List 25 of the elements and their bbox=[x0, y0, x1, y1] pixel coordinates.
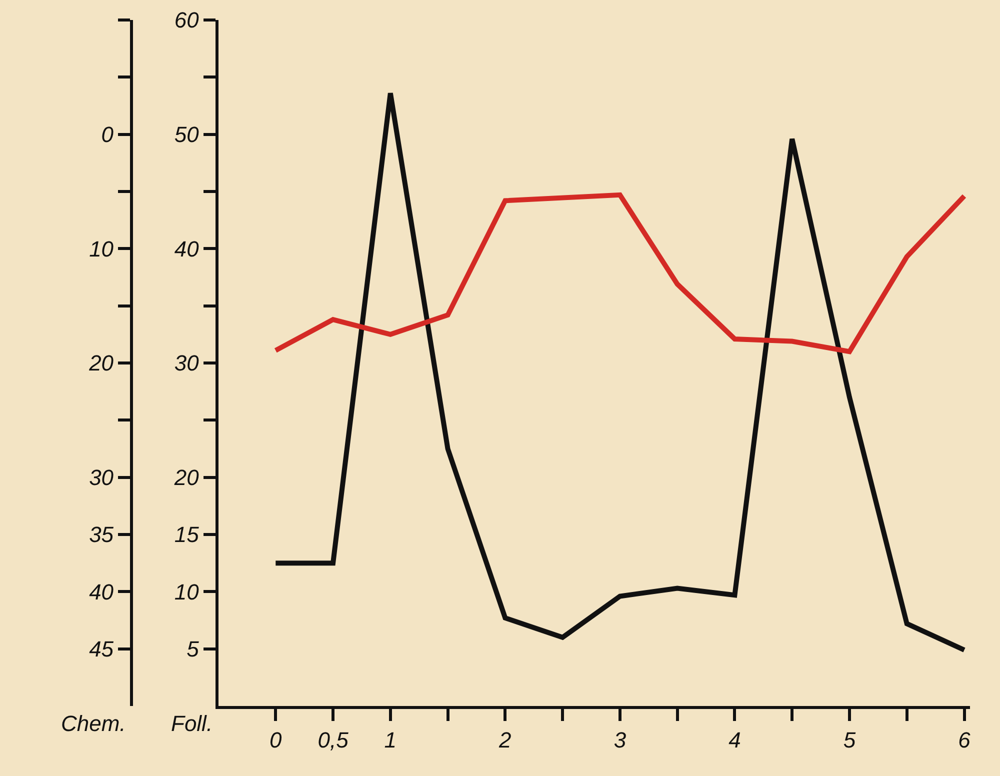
y2-axis-title: Chem. bbox=[61, 711, 126, 736]
y-tick-label: 20 bbox=[173, 465, 200, 490]
y-axis-title: Foll. bbox=[171, 711, 213, 736]
y2-tick-label: 40 bbox=[89, 579, 114, 604]
y-tick-label: 40 bbox=[174, 236, 200, 262]
y-tick-label: 30 bbox=[174, 350, 200, 376]
x-tick-label: 3 bbox=[614, 727, 627, 752]
x-tick-label: 0,5 bbox=[318, 727, 350, 752]
y2-tick-label: 0 bbox=[101, 122, 114, 148]
y2-tick-label: 20 bbox=[88, 350, 114, 376]
y2-tick-label: 30 bbox=[89, 465, 114, 490]
y2-tick-label: 10 bbox=[89, 236, 114, 262]
x-tick-label: 4 bbox=[728, 727, 741, 752]
y2-tick-label: 45 bbox=[89, 636, 114, 662]
x-tick-label: 6 bbox=[958, 727, 972, 752]
y-tick-label: 10 bbox=[174, 579, 200, 604]
y-tick-label: 60 bbox=[174, 8, 200, 33]
x-tick-label: 5 bbox=[843, 727, 856, 752]
y2-tick-label: 35 bbox=[89, 522, 114, 548]
x-tick-label: 0 bbox=[270, 727, 283, 752]
y-tick-label: 5 bbox=[186, 636, 200, 662]
x-tick-label: 2 bbox=[498, 727, 512, 752]
x-tick-label: 1 bbox=[384, 727, 397, 752]
y-tick-label: 50 bbox=[174, 122, 200, 148]
y-tick-label: 15 bbox=[174, 522, 200, 548]
